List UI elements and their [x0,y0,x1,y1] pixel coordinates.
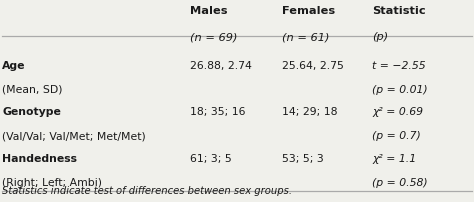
Text: (Mean, SD): (Mean, SD) [2,85,63,95]
Text: (Right; Left; Ambi): (Right; Left; Ambi) [2,178,102,188]
Text: χ² = 1.1: χ² = 1.1 [372,154,416,164]
Text: (p = 0.7): (p = 0.7) [372,131,421,141]
Text: Females: Females [282,6,335,16]
Text: 61; 3; 5: 61; 3; 5 [190,154,231,164]
Text: χ² = 0.69: χ² = 0.69 [372,107,423,117]
Text: Genotype: Genotype [2,107,61,117]
Text: (n = 69): (n = 69) [190,32,237,42]
Text: (Val/Val; Val/Met; Met/Met): (Val/Val; Val/Met; Met/Met) [2,131,146,141]
Text: Males: Males [190,6,227,16]
Text: 14; 29; 18: 14; 29; 18 [282,107,337,117]
Text: (n = 61): (n = 61) [282,32,329,42]
Text: 26.88, 2.74: 26.88, 2.74 [190,61,252,71]
Text: Statistic: Statistic [372,6,426,16]
Text: (p = 0.58): (p = 0.58) [372,178,428,188]
Text: t = −2.55: t = −2.55 [372,61,426,71]
Text: 53; 5; 3: 53; 5; 3 [282,154,324,164]
Text: Handedness: Handedness [2,154,77,164]
Text: 25.64, 2.75: 25.64, 2.75 [282,61,344,71]
Text: 18; 35; 16: 18; 35; 16 [190,107,245,117]
Text: (p): (p) [372,32,388,42]
Text: (p = 0.01): (p = 0.01) [372,85,428,95]
Text: Age: Age [2,61,26,71]
Text: Statistics indicate test of differences between sex groups.: Statistics indicate test of differences … [2,186,292,196]
